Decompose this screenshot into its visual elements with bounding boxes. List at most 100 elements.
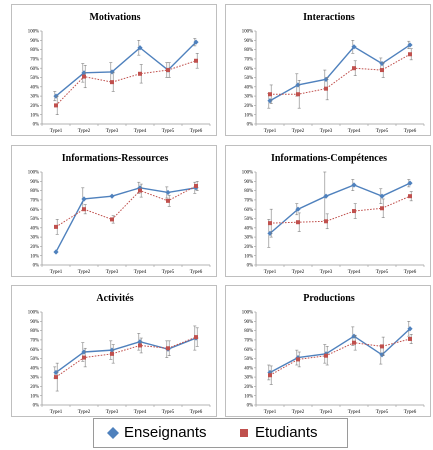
data-point-enseignants	[379, 352, 385, 358]
chart-legend: Enseignants Etudiants	[93, 418, 348, 448]
y-tick-label: 30%	[30, 376, 39, 381]
data-point-enseignants	[407, 180, 413, 186]
series-line-etudiants	[55, 60, 197, 106]
diamond-marker-icon	[107, 426, 119, 439]
data-point-enseignants	[379, 193, 385, 199]
x-tick-label: Type1	[264, 410, 277, 415]
data-point-etudiants	[82, 355, 86, 360]
y-tick-label: 30%	[30, 95, 39, 100]
y-tick-label: 60%	[244, 348, 253, 353]
y-tick-label: 0%	[247, 404, 253, 409]
x-tick-label: Type1	[50, 410, 63, 415]
data-point-enseignants	[193, 39, 199, 45]
square-marker-icon	[240, 428, 248, 437]
x-tick-label: Type6	[190, 129, 203, 134]
data-point-etudiants	[166, 346, 170, 351]
y-tick-label: 0%	[247, 123, 253, 128]
data-point-etudiants	[138, 71, 142, 76]
chart-panel-activites: Activités 0% 10% 20% 30% 40% 50% 60% 70% 80% 90% 10…	[11, 285, 217, 417]
x-tick-label: Type5	[162, 129, 175, 134]
data-point-etudiants	[110, 217, 114, 222]
data-point-etudiants	[82, 74, 86, 79]
data-point-enseignants	[165, 189, 171, 196]
series-line-enseignants	[269, 328, 411, 374]
y-tick-label: 20%	[244, 385, 253, 390]
y-tick-label: 100%	[28, 171, 39, 176]
y-tick-label: 30%	[30, 236, 39, 241]
data-point-etudiants	[296, 220, 300, 225]
y-tick-label: 50%	[244, 76, 253, 81]
legend-item-enseignants: Enseignants	[106, 424, 207, 441]
data-point-etudiants	[296, 92, 300, 97]
series-line-etudiants	[269, 195, 411, 224]
x-tick-label: Type3	[320, 129, 333, 134]
chart-title: Activités	[96, 293, 133, 304]
chart-title: Interactions	[303, 12, 355, 23]
data-point-etudiants	[408, 52, 412, 57]
data-point-enseignants	[323, 193, 329, 199]
y-tick-label: 50%	[244, 217, 253, 222]
data-point-etudiants	[138, 188, 142, 193]
y-tick-label: 20%	[30, 245, 39, 250]
y-tick-label: 90%	[30, 39, 39, 44]
y-tick-label: 70%	[244, 58, 253, 63]
x-tick-label: Type2	[292, 410, 305, 415]
y-tick-label: 70%	[30, 58, 39, 63]
series-line-enseignants	[55, 337, 197, 374]
chart-svg: Interactions 0% 10% 20% 30% 40% 50% 60% 70% 80% 90…	[242, 12, 425, 134]
y-tick-label: 100%	[242, 30, 253, 35]
chart-panel-productions: Productions 0% 10% 20% 30% 40% 50% 60% 70% 80% 90%…	[225, 285, 431, 417]
y-tick-label: 80%	[244, 329, 253, 334]
y-tick-label: 100%	[242, 311, 253, 316]
data-point-enseignants	[109, 193, 115, 199]
y-tick-label: 40%	[244, 226, 253, 231]
y-tick-label: 30%	[244, 95, 253, 100]
chart-panel-motivations: Motivations 0% 10% 20% 30% 40% 50% 60% 70% 80% 90%…	[11, 4, 217, 136]
series-line-enseignants	[269, 44, 411, 102]
chart-svg: Informations-Compétences 0% 10% 20% 30% 40% 50…	[242, 153, 425, 275]
y-tick-label: 40%	[30, 85, 39, 90]
y-tick-label: 80%	[30, 189, 39, 194]
y-tick-label: 10%	[30, 254, 39, 259]
x-tick-label: Type4	[348, 410, 361, 415]
y-tick-label: 10%	[30, 113, 39, 118]
data-point-etudiants	[110, 80, 114, 85]
series-line-enseignants	[269, 182, 411, 234]
x-tick-label: Type4	[134, 410, 147, 415]
x-tick-label: Type2	[78, 129, 91, 134]
y-tick-label: 50%	[30, 76, 39, 81]
data-point-enseignants	[53, 249, 59, 255]
series-line-etudiants	[55, 336, 197, 378]
y-tick-label: 20%	[244, 104, 253, 109]
data-point-etudiants	[82, 207, 86, 212]
y-tick-label: 20%	[30, 385, 39, 390]
chart-title: Informations-Ressources	[62, 153, 169, 164]
x-tick-label: Type3	[106, 270, 119, 275]
chart-svg: Productions 0% 10% 20% 30% 40% 50% 60% 70% 80% 90%…	[242, 293, 425, 415]
y-tick-label: 90%	[244, 320, 253, 325]
data-point-etudiants	[380, 206, 384, 211]
chart-panel-informations-competences: Informations-Compétences 0% 10% 20% 30% 40% 50…	[225, 145, 431, 277]
y-tick-label: 60%	[30, 67, 39, 72]
series-line-etudiants	[269, 338, 411, 376]
chart-svg: Informations-Ressources 0% 10% 20% 30% 40% 50%…	[28, 153, 211, 275]
y-tick-label: 0%	[33, 264, 39, 269]
y-tick-label: 50%	[30, 217, 39, 222]
data-point-etudiants	[138, 343, 142, 348]
data-point-etudiants	[166, 68, 170, 73]
data-point-etudiants	[380, 68, 384, 73]
x-tick-label: Type2	[78, 410, 91, 415]
x-tick-label: Type6	[404, 129, 417, 134]
x-tick-label: Type3	[320, 270, 333, 275]
x-tick-label: Type6	[190, 410, 203, 415]
x-tick-label: Type2	[292, 129, 305, 134]
series-line-enseignants	[55, 187, 197, 253]
x-tick-label: Type4	[134, 129, 147, 134]
x-tick-label: Type1	[50, 129, 63, 134]
data-point-enseignants	[295, 206, 301, 212]
y-tick-label: 10%	[244, 113, 253, 118]
x-tick-label: Type5	[376, 410, 389, 415]
data-point-enseignants	[351, 44, 357, 50]
chart-title: Productions	[303, 293, 355, 304]
x-tick-label: Type5	[162, 410, 175, 415]
